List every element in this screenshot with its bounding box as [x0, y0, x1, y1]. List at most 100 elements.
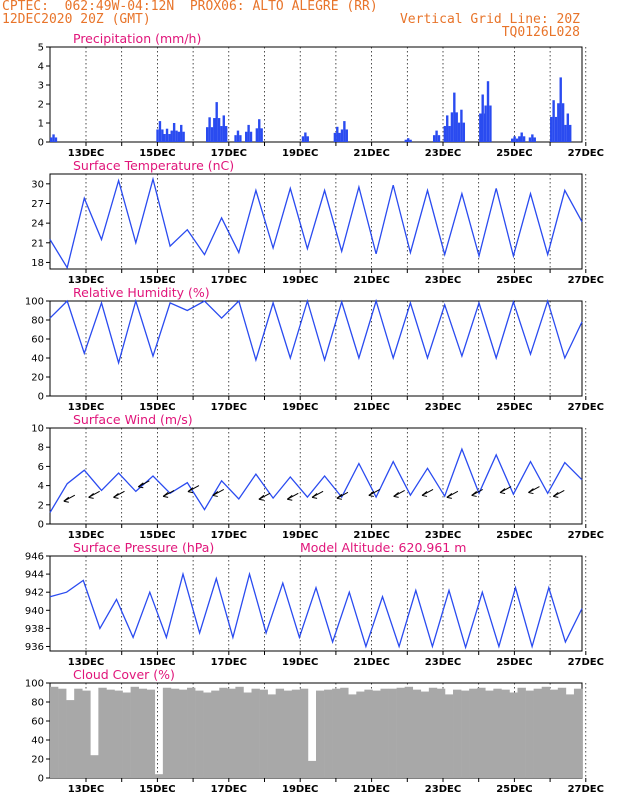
cloud-bar [219, 687, 228, 778]
cloud-bar [324, 689, 333, 778]
cloud-date-label: 19DEC [282, 784, 318, 795]
precip-bar [236, 130, 240, 142]
precip-date-label: 19DEC [282, 148, 318, 159]
precip-bar [177, 131, 181, 142]
temp-date-label: 13DEC [68, 275, 104, 286]
wind-arrow-head [471, 491, 478, 497]
precip-bar [220, 126, 223, 142]
wind-date-label: 21DEC [353, 530, 389, 541]
precip-bar [457, 122, 461, 142]
cloud-bar [267, 694, 276, 778]
cloud-ytick-label: 0 [38, 774, 44, 785]
cloud-bar [573, 688, 583, 778]
precip-bar [161, 129, 164, 142]
cloud-ytick-label: 20 [31, 755, 44, 766]
precip-ytick-label: 5 [38, 43, 44, 54]
cloud-bar [275, 688, 285, 778]
cloud-bar [412, 689, 422, 778]
precip-ytick-label: 3 [38, 81, 44, 92]
cloud-bar [259, 689, 268, 778]
precip-bar [518, 136, 521, 142]
precip-bar [217, 118, 221, 142]
precip-bar [569, 124, 572, 142]
cloud-bar [283, 690, 293, 778]
precip-bar [208, 117, 211, 142]
precip-ytick-label: 4 [38, 62, 44, 73]
cloud-bar [90, 755, 99, 778]
wind-arrow-head [393, 492, 399, 498]
cloud-bar [146, 689, 156, 778]
cloud-bar [509, 692, 518, 778]
precip-bar [455, 112, 458, 142]
precip-bar [533, 137, 536, 142]
precip-date-label: 13DEC [68, 148, 104, 159]
cloud-title: Cloud Cover (%) [73, 667, 175, 682]
pres-date-label: 23DEC [425, 657, 461, 668]
precip-bar [182, 131, 185, 142]
cloud-date-label: 27DEC [568, 784, 604, 795]
cloud-date-label: 23DEC [425, 784, 461, 795]
temp-ytick-label: 27 [31, 199, 44, 210]
precip-date-label: 15DEC [139, 148, 175, 159]
precip-bar [215, 102, 218, 142]
rh-frame [49, 300, 583, 397]
cloud-bar [380, 688, 389, 778]
cloud-bar [428, 687, 438, 778]
temp-title: Surface Temperature (nC) [73, 158, 234, 173]
precip-bar [513, 136, 516, 142]
precip-bar [479, 113, 482, 142]
precip-bar [301, 136, 305, 142]
precip-bar [443, 126, 447, 142]
precip-bar [489, 105, 492, 142]
precip-bar [239, 135, 242, 142]
cloud-date-label: 21DEC [353, 784, 389, 795]
precip-bar [435, 130, 438, 142]
cloud-bar [557, 687, 567, 778]
precip-frame [49, 46, 583, 143]
cloud-bar [372, 690, 381, 778]
cloud-bar [549, 689, 559, 778]
wind-arrow-head [311, 492, 318, 499]
precip-bar [531, 134, 534, 142]
precip-date-label: 21DEC [353, 148, 389, 159]
precip-bar [566, 113, 570, 142]
precip-ytick-label: 0 [38, 138, 44, 149]
precip-bar [180, 124, 183, 142]
rh-ytick-label: 20 [31, 373, 44, 384]
wind-arrow-head [212, 491, 219, 497]
precip-bar [338, 132, 341, 142]
precip-bar [448, 126, 451, 142]
precip-bar [234, 135, 237, 142]
cloud-bar [307, 760, 317, 778]
cloud-bar [187, 687, 196, 778]
cloud-bar [453, 689, 462, 778]
precip-bar [484, 105, 487, 142]
precip-bar [515, 138, 519, 142]
pres-date-label: 25DEC [496, 657, 532, 668]
cloud-bar [154, 774, 164, 778]
rh-ytick-label: 0 [38, 392, 44, 403]
pres-title: Surface Pressure (hPa) [73, 540, 214, 555]
precip-bar [404, 139, 408, 142]
precip-bar [156, 129, 159, 142]
wind-date-label: 13DEC [68, 530, 104, 541]
precip-bar [462, 122, 466, 142]
cloud-date-label: 15DEC [139, 784, 175, 795]
wind-ytick-label: 0 [38, 520, 44, 531]
cloud-bar [444, 694, 454, 778]
precip-bar [255, 128, 259, 142]
cloud-ytick-label: 100 [25, 679, 44, 690]
pres-ytick-label: 938 [25, 624, 44, 635]
cloud-bar [74, 688, 83, 778]
temp-series-line [49, 176, 583, 270]
cloud-bar [170, 688, 180, 778]
pres-ytick-label: 944 [25, 570, 44, 581]
temp-date-label: 27DEC [568, 275, 604, 286]
precip-bar [158, 121, 162, 142]
cloud-bar [493, 688, 502, 778]
cloud-bar [227, 688, 236, 778]
precip-bar [559, 77, 562, 142]
rh-date-label: 13DEC [68, 402, 104, 413]
cloud-bar [195, 690, 204, 778]
precip-bar [511, 138, 514, 142]
